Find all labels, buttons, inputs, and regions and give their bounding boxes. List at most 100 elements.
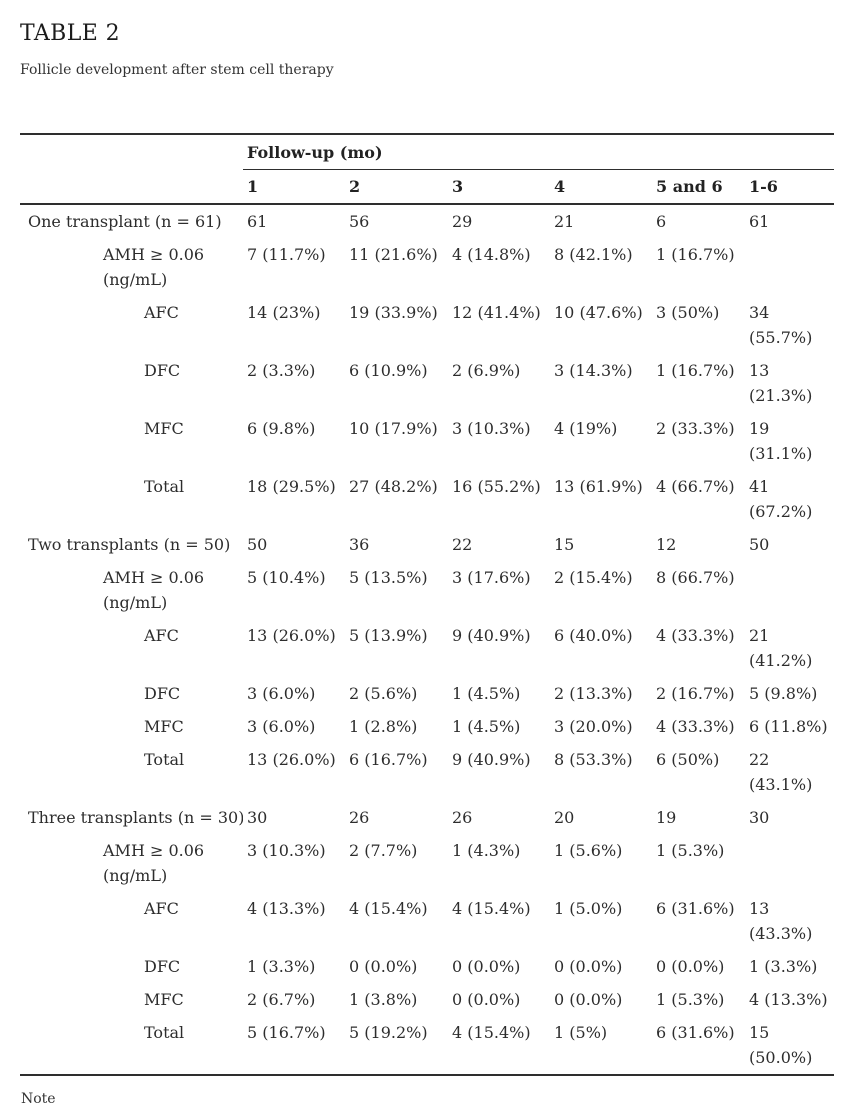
table-header: Follow-up (mo) 1 2 3 4 5 and 6 1-6 [20,133,835,205]
value-cell: 6 (10.9%) [349,361,428,380]
column-header-month-1: 1 [243,169,345,205]
value-cell: 13 (61.9%) [554,477,643,496]
value-cell: 56 [349,212,370,231]
value-cell: 16 (55.2%) [452,477,541,496]
measure-row: AMH ≥ 0.06 (ng/mL) 5 (10.4%) 5 (13.5%) 3 (1… [20,561,834,619]
value-cell: 5 (16.7%) [243,1016,345,1076]
measure-row: Total 5 (16.7%) 5 (19.2%) 4 (15.4%) 1 (5%) 6 … [20,1016,835,1076]
value-cell: 0 (0.0%) [554,957,623,976]
value-cell: 2 (6.9%) [452,361,521,380]
value-cell: 8 (66.7%) [656,568,735,587]
row-label-cell: Two transplants (n = 50) [20,528,243,561]
value-cell: 1 (3.3%) [247,957,316,976]
follicle-development-table: Follow-up (mo) 1 2 3 4 5 and 6 1-6 One t… [20,133,835,1076]
value-cell: 3 (17.6%) [452,568,531,587]
row-label: AFC [144,303,179,322]
value-cell: 19 (31.1%) [749,419,813,463]
value-cell: 1 (4.3%) [452,841,521,860]
value-cell: 26 [349,808,370,827]
measure-row: MFC 3 (6.0%) 1 (2.8%) 1 (4.5%) 3 (20.0%) 4 (3… [20,710,834,743]
value-cell: 50 [749,535,770,554]
value-cell: 7 (11.7%) [247,245,326,264]
value-cell [745,834,834,892]
row-label-cell: DFC [20,950,243,983]
value-cell: 22 [452,535,473,554]
row-label-cell: One transplant (n = 61) [20,204,243,238]
row-label: AMH ≥ 0.06 (ng/mL) [103,841,205,885]
value-cell: 15 (50.0%) [745,1016,835,1076]
row-label-cell: MFC [20,983,243,1016]
row-label: One transplant (n = 61) [28,212,222,231]
value-cell: 3 (20.0%) [554,717,633,736]
group-header-row: Three transplants (n = 30) 30 26 26 20 19 30 [20,801,834,834]
value-cell: 50 [247,535,268,554]
measure-row: MFC 2 (6.7%) 1 (3.8%) 0 (0.0%) 0 (0.0%) 1 (5.… [20,983,834,1016]
value-cell: 6 (16.7%) [349,750,428,769]
followup-span-header: Follow-up (mo) [243,133,835,170]
row-label: Total [144,1023,185,1042]
row-label: AFC [144,626,179,645]
value-cell: 2 (16.7%) [656,684,735,703]
value-cell: 12 [656,535,677,554]
row-label-cell: Three transplants (n = 30) [20,801,243,834]
column-header-month-5-6: 5 and 6 [652,169,745,205]
value-cell [745,238,834,296]
value-cell: 5 (19.2%) [345,1016,448,1076]
value-cell: 9 (40.9%) [452,750,531,769]
value-cell: 5 (9.8%) [749,684,818,703]
column-header-month-1-6: 1-6 [745,169,835,205]
value-cell: 3 (50%) [656,303,720,322]
row-label: MFC [144,717,184,736]
value-cell: 29 [452,212,473,231]
row-label-cell: AFC [20,296,243,354]
measure-row: AFC 14 (23%) 19 (33.9%) 12 (41.4%) 10 (47.6%… [20,296,834,354]
value-cell: 6 (9.8%) [247,419,316,438]
measure-row: AMH ≥ 0.06 (ng/mL) 7 (11.7%) 11 (21.6%) 4 (… [20,238,834,296]
corner-cell [20,169,243,205]
value-cell: 34 (55.7%) [749,303,813,347]
value-cell: 8 (42.1%) [554,245,633,264]
row-label: Total [144,750,185,769]
value-cell: 10 (17.9%) [349,419,438,438]
row-label: Total [144,477,185,496]
value-cell: 1 (4.5%) [452,684,521,703]
table-title: TABLE 2 [20,21,120,46]
value-cell: 5 (13.5%) [349,568,428,587]
value-cell: 3 (10.3%) [452,419,531,438]
value-cell: 1 (2.8%) [349,717,418,736]
table-note: Note [21,1091,56,1107]
measure-row: AMH ≥ 0.06 (ng/mL) 3 (10.3%) 2 (7.7%) 1 (4.… [20,834,834,892]
value-cell: 1 (3.8%) [349,990,418,1009]
row-label-cell: Total [20,1016,243,1076]
value-cell: 4 (13.3%) [247,899,326,918]
row-label-cell: DFC [20,354,243,412]
row-label: AFC [144,899,179,918]
value-cell: 1 (4.5%) [452,717,521,736]
value-cell: 4 (13.3%) [749,990,828,1009]
value-cell: 11 (21.6%) [349,245,438,264]
measure-row: Total 18 (29.5%) 27 (48.2%) 16 (55.2%) 13 (6… [20,470,834,528]
value-cell: 61 [247,212,268,231]
value-cell: 3 (6.0%) [247,684,316,703]
value-cell: 3 (10.3%) [247,841,326,860]
table-subtitle: Follicle development after stem cell the… [20,62,334,78]
measure-row: DFC 3 (6.0%) 2 (5.6%) 1 (4.5%) 2 (13.3%) 2 (1… [20,677,834,710]
value-cell: 4 (14.8%) [452,245,531,264]
value-cell: 1 (5.0%) [554,899,623,918]
span-header-row: Follow-up (mo) [20,133,835,170]
value-cell: 0 (0.0%) [554,990,623,1009]
value-cell: 13 (26.0%) [247,626,336,645]
value-cell: 41 (67.2%) [749,477,813,521]
row-label-cell: Total [20,743,243,801]
value-cell: 2 (7.7%) [349,841,418,860]
value-cell: 6 (31.6%) [656,899,735,918]
row-label-cell: AMH ≥ 0.06 (ng/mL) [20,834,243,892]
value-cell: 8 (53.3%) [554,750,633,769]
value-cell: 27 (48.2%) [349,477,438,496]
value-cell: 5 (10.4%) [247,568,326,587]
value-cell: 26 [452,808,473,827]
value-cell: 21 (41.2%) [749,626,813,670]
value-cell: 1 (5%) [550,1016,652,1076]
value-cell: 0 (0.0%) [452,990,521,1009]
